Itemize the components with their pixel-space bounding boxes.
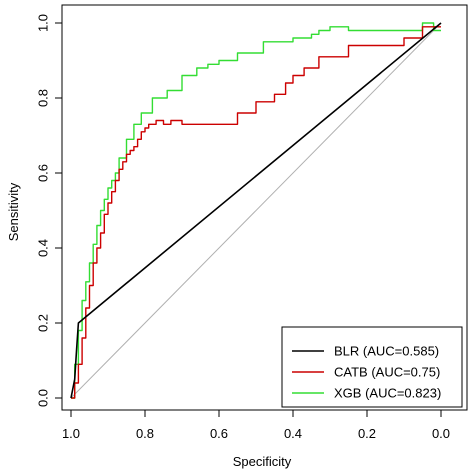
legend-label-catb: CATB (AUC=0.75) xyxy=(334,365,440,380)
y-tick-label: 0.0 xyxy=(35,389,50,407)
y-axis: 0.0 0.2 0.4 0.6 0.8 1.0 xyxy=(35,14,63,407)
legend-label-blr: BLR (AUC=0.585) xyxy=(334,344,439,359)
x-axis-label: Specificity xyxy=(233,454,292,469)
y-tick-label: 1.0 xyxy=(35,14,50,32)
x-tick-label: 0.4 xyxy=(284,426,302,441)
reference-diagonal-layer xyxy=(70,22,442,399)
x-tick-label: 0.6 xyxy=(210,426,228,441)
legend-label-xgb: XGB (AUC=0.823) xyxy=(334,386,441,401)
y-axis-label: Sensitivity xyxy=(6,182,21,241)
series-layer xyxy=(70,22,442,399)
x-tick-label: 0.0 xyxy=(432,426,450,441)
x-axis: 1.0 0.8 0.6 0.4 0.2 0.0 xyxy=(62,409,450,441)
x-tick-label: 0.8 xyxy=(136,426,154,441)
y-tick-label: 0.2 xyxy=(35,314,50,332)
x-tick-label: 0.2 xyxy=(358,426,376,441)
y-tick-label: 0.6 xyxy=(35,164,50,182)
y-tick-label: 0.8 xyxy=(35,89,50,107)
y-tick-label: 0.4 xyxy=(35,239,50,257)
series-line-catb xyxy=(71,26,441,399)
series-line-xgb xyxy=(71,22,441,399)
x-tick-label: 1.0 xyxy=(62,426,80,441)
legend: BLR (AUC=0.585) CATB (AUC=0.75) XGB (AUC=0… xyxy=(281,326,463,408)
reference-diagonal-line xyxy=(70,22,442,399)
series-line-blr xyxy=(70,22,442,399)
